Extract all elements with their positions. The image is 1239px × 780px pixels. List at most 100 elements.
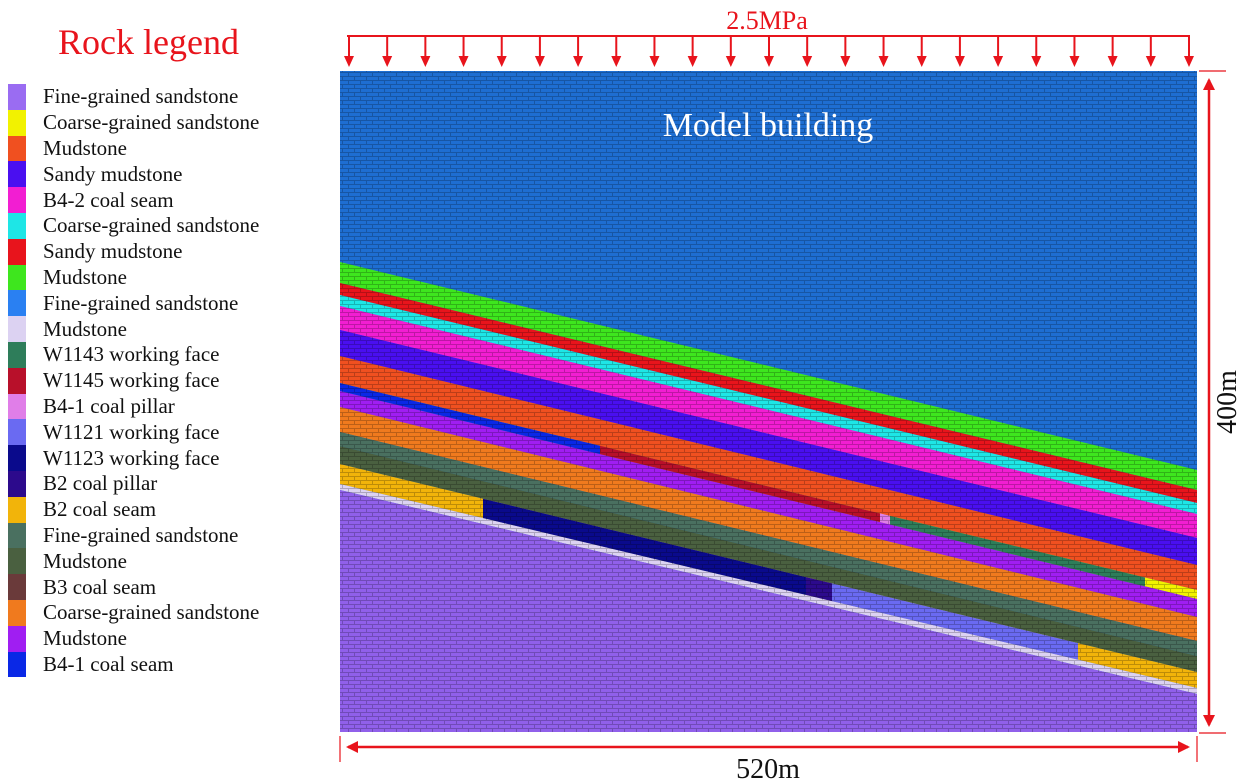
legend-swatch <box>8 290 26 317</box>
legend-item: Mudstone <box>8 625 259 652</box>
legend-label: W1123 working face <box>43 445 220 470</box>
legend-label: Sandy mudstone <box>43 161 183 186</box>
legend-label: Mudstone <box>43 626 127 651</box>
legend-label: Fine-grained sandstone <box>43 84 239 109</box>
load-arrow-head <box>649 56 660 67</box>
width-label: 520m <box>736 754 800 780</box>
legend-label: Mudstone <box>43 548 127 573</box>
load-arrow-head <box>802 56 813 67</box>
legend-item: Fine-grained sandstone <box>8 522 259 549</box>
legend-title: Rock legend <box>58 22 239 62</box>
legend-label: B2 coal seam <box>43 497 157 522</box>
load-arrow-head <box>1031 56 1042 67</box>
height-label: 400m <box>1212 370 1239 434</box>
legend-label: B4-1 coal seam <box>43 651 174 676</box>
legend-swatch <box>8 419 26 446</box>
load-arrow-head <box>878 56 889 67</box>
load-arrow-head <box>916 56 927 67</box>
legend-swatch <box>8 367 26 394</box>
legend-swatch <box>8 109 26 136</box>
legend-swatch <box>8 599 26 626</box>
legend-item: B4-2 coal seam <box>8 187 259 213</box>
load-arrow-head <box>573 56 584 67</box>
legend-item: W1123 working face <box>8 445 259 471</box>
load-arrow-head <box>687 56 698 67</box>
legend-label: Coarse-grained sandstone <box>43 213 260 238</box>
legend-swatch <box>8 316 26 342</box>
legend-swatch <box>8 470 26 497</box>
rock-legend: Fine-grained sandstone Coarse-grained san… <box>8 84 260 678</box>
load-arrow-head <box>496 56 507 67</box>
load-arrow-head <box>1069 56 1080 67</box>
legend-swatch <box>8 238 26 265</box>
legend-label: B2 coal pillar <box>43 471 158 496</box>
mesh-overlay <box>340 71 1197 732</box>
legend-item: W1143 working face <box>8 341 259 368</box>
legend-item: Mudstone <box>8 264 259 291</box>
legend-label: Mudstone <box>43 264 127 289</box>
legend-item: Coarse-grained sandstone <box>8 212 260 239</box>
legend-item: Sandy mudstone <box>8 161 259 188</box>
load-arrow-head <box>382 56 393 67</box>
legend-swatch <box>8 651 26 678</box>
legend-swatch <box>8 522 26 549</box>
legend-item: W1145 working face <box>8 367 259 394</box>
legend-swatch <box>8 574 26 600</box>
legend-label: Sandy mudstone <box>43 239 183 264</box>
model-title: Model building <box>663 107 874 144</box>
legend-item: W1121 working face <box>8 419 259 446</box>
legend-item: Sandy mudstone <box>8 238 259 265</box>
legend-item: B4-1 coal seam <box>8 651 259 678</box>
legend-item: Mudstone <box>8 316 259 342</box>
load-arrow-head <box>764 56 774 67</box>
legend-label: Coarse-grained sandstone <box>43 600 260 625</box>
load-arrow-head <box>954 56 965 67</box>
legend-item: B4-1 coal pillar <box>8 393 259 420</box>
legend-label: Coarse-grained sandstone <box>43 110 260 135</box>
legend-item: Fine-grained sandstone <box>8 84 259 110</box>
legend-swatch <box>8 445 26 471</box>
legend-swatch <box>8 212 26 239</box>
legend-item: B3 coal seam <box>8 574 259 600</box>
legend-swatch <box>8 187 26 213</box>
legend-label: B3 coal seam <box>43 574 157 599</box>
load-arrow-head <box>725 56 736 67</box>
legend-label: Mudstone <box>43 135 127 160</box>
legend-label: W1145 working face <box>43 368 220 393</box>
legend-label: Fine-grained sandstone <box>43 522 239 547</box>
legend-label: B4-2 coal seam <box>43 187 174 212</box>
legend-swatch <box>8 496 26 523</box>
legend-label: W1121 working face <box>43 419 220 444</box>
legend-swatch <box>8 548 26 575</box>
legend-swatch <box>8 135 26 162</box>
load-arrows <box>344 35 1194 67</box>
legend-item: Mudstone <box>8 135 259 162</box>
load-label: 2.5MPa <box>726 6 808 35</box>
load-arrow-head <box>344 56 354 67</box>
legend-swatch <box>8 393 26 420</box>
load-arrow-head <box>1184 56 1194 67</box>
load-arrow-head <box>993 56 1004 67</box>
legend-item: Coarse-grained sandstone <box>8 599 260 626</box>
legend-label: B4-1 coal pillar <box>43 393 175 418</box>
load-arrow-head <box>840 56 851 67</box>
legend-item: Coarse-grained sandstone <box>8 109 260 136</box>
legend-label: W1143 working face <box>43 342 220 367</box>
legend-label: Mudstone <box>43 316 127 341</box>
legend-item: Mudstone <box>8 548 259 575</box>
legend-swatch <box>8 84 26 110</box>
legend-swatch <box>8 161 26 188</box>
load-arrow-head <box>1107 56 1118 67</box>
legend-label: Fine-grained sandstone <box>43 290 239 315</box>
legend-swatch <box>8 341 26 368</box>
load-arrow-head <box>611 56 622 67</box>
legend-item: B2 coal seam <box>8 496 259 523</box>
legend-swatch <box>8 264 26 291</box>
load-arrow-head <box>420 56 431 67</box>
legend-item: Fine-grained sandstone <box>8 290 259 317</box>
legend-swatch <box>8 625 26 652</box>
load-arrow-head <box>458 56 469 67</box>
load-arrow-head <box>1145 56 1156 67</box>
load-arrow-head <box>534 56 545 67</box>
